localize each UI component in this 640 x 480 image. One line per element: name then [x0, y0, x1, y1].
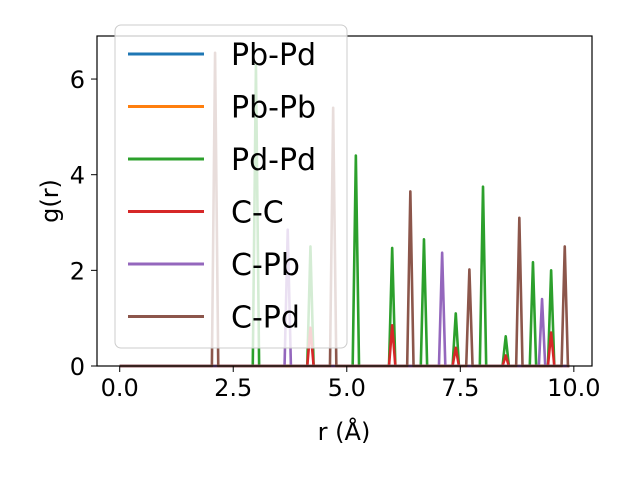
series-line-c-c — [119, 324, 570, 368]
x-axis-label: r (Å) — [318, 417, 371, 446]
y-tick-label: 2 — [70, 257, 85, 285]
y-tick-label: 6 — [70, 66, 85, 94]
x-tick-label: 7.5 — [441, 374, 479, 402]
legend-label: Pd-Pd — [231, 143, 316, 178]
x-axis: 0.0 2.5 5.0 7.5 10.0 — [101, 366, 601, 402]
legend-label: Pb-Pb — [231, 91, 316, 126]
y-axis: 0 2 4 6 — [70, 66, 97, 381]
y-tick-label: 4 — [70, 162, 85, 190]
legend: Pb-Pd Pb-Pb Pd-Pd C-C C-Pb C-Pd — [114, 24, 348, 349]
legend-label: Pb-Pd — [231, 38, 316, 73]
x-tick-label: 0.0 — [101, 374, 139, 402]
legend-label: C-Pd — [231, 301, 300, 336]
y-axis-label: g(r) — [36, 179, 64, 223]
y-tick-label: 0 — [70, 353, 85, 381]
x-tick-label: 2.5 — [214, 374, 252, 402]
legend-label: C-C — [231, 196, 284, 231]
x-tick-label: 5.0 — [328, 374, 366, 402]
x-tick-label: 10.0 — [547, 374, 600, 402]
legend-label: C-Pb — [231, 248, 300, 283]
